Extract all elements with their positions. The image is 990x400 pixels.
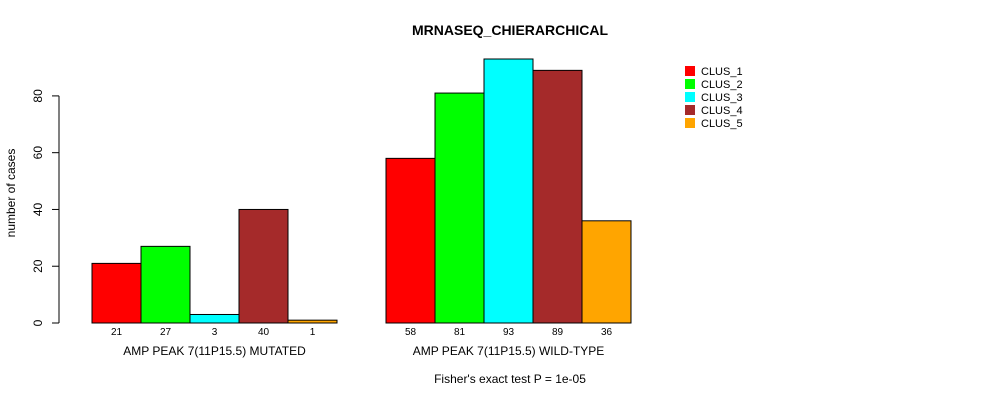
legend-swatch xyxy=(685,79,695,89)
y-tick-label: 80 xyxy=(31,89,45,103)
legend-swatch xyxy=(685,92,695,102)
group-label-1: AMP PEAK 7(11P15.5) MUTATED xyxy=(123,344,306,358)
bar-clus_2-group-2 xyxy=(434,92,485,324)
bars xyxy=(91,58,632,324)
legend-swatch xyxy=(685,66,695,76)
bar-clus_1-group-2 xyxy=(385,157,436,324)
bar-count-label: 21 xyxy=(111,327,123,338)
group-labels: AMP PEAK 7(11P15.5) MUTATED AMP PEAK 7(11… xyxy=(123,344,604,358)
bar-count-label: 36 xyxy=(601,327,613,338)
bar-clus_4-group-2 xyxy=(532,69,583,324)
y-axis: 0 20 40 60 80 xyxy=(31,89,60,326)
bar-clus_5-group-1 xyxy=(287,319,338,324)
bar-count-label: 27 xyxy=(160,327,172,338)
legend-swatch xyxy=(685,105,695,115)
legend-label: CLUS_3 xyxy=(701,92,743,104)
bar-clus_3-group-1 xyxy=(189,313,240,324)
group-label-2: AMP PEAK 7(11P15.5) WILD-TYPE xyxy=(413,344,605,358)
bar-count-label: 1 xyxy=(310,327,316,338)
legend-label: CLUS_2 xyxy=(701,79,743,91)
bar-count-label: 81 xyxy=(454,327,466,338)
legend-label: CLUS_1 xyxy=(701,66,743,78)
bar-clus_2-group-1 xyxy=(140,245,191,324)
bar-clus_1-group-1 xyxy=(91,262,142,324)
bar-count-label: 89 xyxy=(552,327,564,338)
legend-label: CLUS_4 xyxy=(701,105,743,117)
bar-clus_5-group-2 xyxy=(581,220,632,324)
y-tick-label: 20 xyxy=(31,259,45,273)
y-tick-label: 0 xyxy=(31,319,45,326)
bar-clus_4-group-1 xyxy=(238,208,289,324)
legend-swatch xyxy=(685,118,695,128)
footnote: Fisher's exact test P = 1e-05 xyxy=(434,372,586,386)
y-axis-label: number of cases xyxy=(4,149,18,238)
y-tick-label: 60 xyxy=(31,146,45,160)
count-labels: 21 27 3 40 1 58 81 93 89 36 xyxy=(111,327,613,338)
bar-count-label: 40 xyxy=(258,327,270,338)
bar-count-label: 93 xyxy=(503,327,515,338)
chart-title: MRNASEQ_CHIERARCHICAL xyxy=(412,22,608,38)
legend-label: CLUS_5 xyxy=(701,118,743,130)
y-tick-label: 40 xyxy=(31,202,45,216)
bar-clus_3-group-2 xyxy=(483,58,534,324)
bar-count-label: 3 xyxy=(212,327,218,338)
bar-count-label: 58 xyxy=(405,327,417,338)
